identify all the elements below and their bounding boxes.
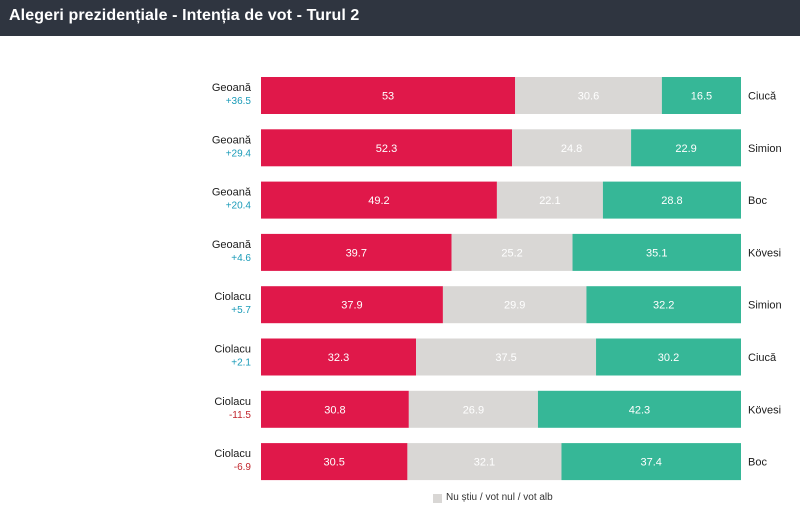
bar-segment-left-8 bbox=[261, 443, 408, 481]
data-label-undecided-4: 25.2 bbox=[501, 247, 522, 259]
row-label-left-6: Ciolacu bbox=[214, 344, 251, 356]
row-label-right-4: Kövesi bbox=[748, 247, 781, 259]
bar-segment-right-2 bbox=[631, 129, 741, 167]
data-label-undecided-1: 30.6 bbox=[578, 91, 599, 103]
data-label-undecided-2: 24.8 bbox=[561, 143, 582, 155]
row-label-left-1: Geoană bbox=[212, 82, 252, 94]
bar-segment-right-8 bbox=[561, 443, 741, 481]
row-label-left-8: Ciolacu bbox=[214, 448, 251, 460]
bar-segment-left-4 bbox=[261, 233, 452, 271]
row-margin-1: +36.5 bbox=[226, 96, 252, 107]
bar-segment-undecided-4 bbox=[451, 233, 573, 271]
row-margin-5: +5.7 bbox=[231, 305, 251, 316]
bar-segment-right-7 bbox=[537, 390, 741, 428]
row-label-right-8: Boc bbox=[748, 457, 767, 469]
bar-segment-undecided-7 bbox=[408, 390, 538, 428]
bar-segment-right-1 bbox=[661, 77, 741, 114]
stacked-bar-chart: 53 30.6 16.5 Geoană +36.5 Ciucă 52.3 24.8 22.9 Ge… bbox=[212, 77, 782, 481]
legend-swatch-undecided bbox=[433, 494, 442, 503]
data-label-right-4: 35.1 bbox=[646, 247, 667, 259]
data-label-undecided-5: 29.9 bbox=[504, 300, 525, 312]
bar-segment-right-6 bbox=[596, 338, 741, 376]
data-label-undecided-3: 22.1 bbox=[539, 195, 560, 207]
row-label-right-6: Ciucă bbox=[748, 352, 777, 364]
chart-title: Alegeri prezidențiale - Intenția de vot … bbox=[9, 7, 360, 24]
data-label-left-6: 32.3 bbox=[328, 352, 349, 364]
data-label-undecided-7: 26.9 bbox=[463, 404, 484, 416]
bar-segment-undecided-8 bbox=[407, 443, 562, 481]
row-label-right-2: Simion bbox=[748, 143, 782, 155]
bar-segment-left-5 bbox=[261, 286, 443, 324]
data-label-left-4: 39.7 bbox=[346, 247, 367, 259]
data-label-left-1: 53 bbox=[382, 91, 394, 103]
row-margin-2: +29.4 bbox=[226, 148, 252, 159]
data-label-left-2: 52.3 bbox=[376, 143, 397, 155]
bar-segment-undecided-1 bbox=[515, 77, 662, 114]
data-label-right-2: 22.9 bbox=[675, 143, 696, 155]
row-label-left-2: Geoană bbox=[212, 134, 252, 146]
row-label-right-3: Boc bbox=[748, 195, 767, 207]
bar-segment-right-4 bbox=[572, 233, 741, 271]
row-label-left-3: Geoană bbox=[212, 187, 252, 199]
data-label-right-1: 16.5 bbox=[691, 91, 712, 103]
data-label-right-5: 32.2 bbox=[653, 300, 674, 312]
data-label-left-3: 49.2 bbox=[368, 195, 389, 207]
data-label-left-7: 30.8 bbox=[324, 404, 345, 416]
bar-segment-left-7 bbox=[261, 390, 409, 428]
data-label-right-3: 28.8 bbox=[661, 195, 682, 207]
data-label-left-8: 30.5 bbox=[323, 457, 344, 469]
bar-segment-right-5 bbox=[586, 286, 741, 324]
bar-segment-undecided-5 bbox=[442, 286, 587, 324]
row-label-right-1: Ciucă bbox=[748, 91, 777, 103]
data-label-left-5: 37.9 bbox=[341, 300, 362, 312]
row-label-left-7: Ciolacu bbox=[214, 396, 251, 408]
row-margin-6: +2.1 bbox=[231, 358, 251, 369]
data-label-right-8: 37.4 bbox=[641, 457, 662, 469]
row-label-left-5: Ciolacu bbox=[214, 291, 251, 303]
legend-label-undecided: Nu știu / vot nul / vot alb bbox=[446, 492, 553, 503]
data-label-right-6: 30.2 bbox=[658, 352, 679, 364]
row-label-right-7: Kövesi bbox=[748, 404, 781, 416]
bar-segment-right-3 bbox=[602, 181, 741, 219]
data-label-undecided-8: 32.1 bbox=[474, 457, 495, 469]
row-label-right-5: Simion bbox=[748, 300, 782, 312]
bar-segment-undecided-2 bbox=[512, 129, 632, 167]
chart-header: Alegeri prezidențiale - Intenția de vot … bbox=[0, 0, 800, 36]
row-margin-4: +4.6 bbox=[231, 253, 251, 264]
row-label-left-4: Geoană bbox=[212, 239, 252, 251]
bar-segment-left-6 bbox=[261, 338, 417, 376]
bar-segment-undecided-6 bbox=[416, 338, 597, 376]
bar-segment-left-3 bbox=[261, 181, 497, 219]
row-margin-8: -6.9 bbox=[234, 462, 252, 473]
bar-segment-undecided-3 bbox=[496, 181, 603, 219]
data-label-undecided-6: 37.5 bbox=[495, 352, 516, 364]
bar-segment-left-1 bbox=[261, 77, 516, 114]
row-margin-3: +20.4 bbox=[226, 201, 252, 212]
data-label-right-7: 42.3 bbox=[629, 404, 650, 416]
bar-segment-left-2 bbox=[261, 129, 513, 167]
row-margin-7: -11.5 bbox=[229, 410, 251, 421]
